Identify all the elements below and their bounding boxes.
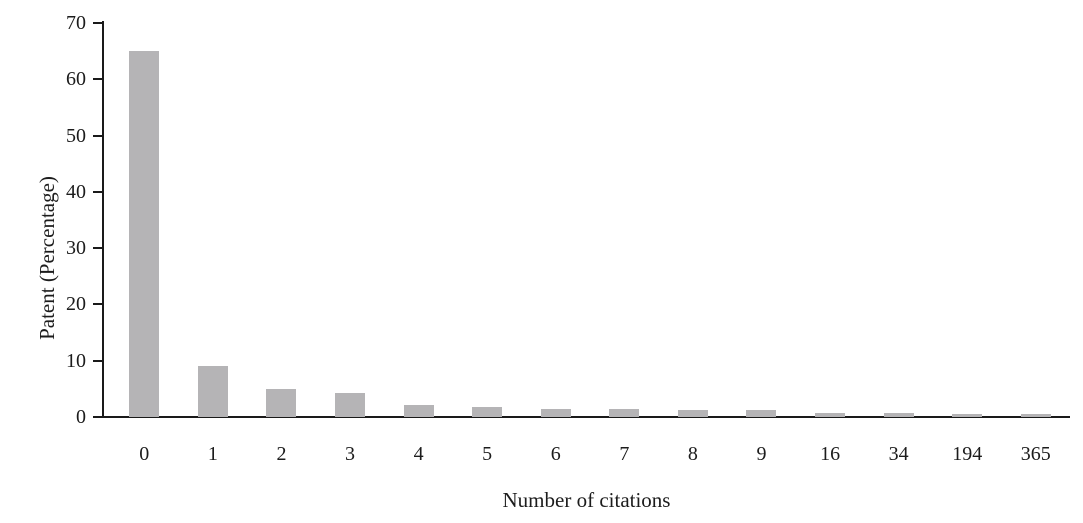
- bar-slot: [453, 23, 522, 417]
- bar-slot: [933, 23, 1002, 417]
- bar: [266, 388, 297, 417]
- bar: [335, 392, 366, 417]
- x-tick-label: 194: [952, 443, 983, 465]
- x-tick-label: 365: [1020, 443, 1051, 465]
- x-axis-title: Number of citations: [502, 488, 671, 512]
- bar: [883, 412, 914, 417]
- y-tick-label: 70: [66, 12, 86, 34]
- x-tick-label: 3: [345, 443, 356, 465]
- bar-slot: [727, 23, 796, 417]
- y-tick-label: 0: [76, 406, 86, 428]
- bar-slot: [110, 23, 179, 417]
- x-tick-label: 7: [619, 443, 630, 465]
- bar: [403, 404, 434, 417]
- bar: [472, 407, 503, 417]
- x-tick-label: 6: [550, 443, 561, 465]
- x-tick-label: 4: [413, 443, 424, 465]
- y-tick: [93, 359, 102, 362]
- x-tick-label: 8: [687, 443, 698, 465]
- bar: [1020, 414, 1051, 417]
- bar: [540, 409, 571, 417]
- bar: [197, 366, 228, 417]
- y-tick: [93, 190, 102, 193]
- bar-slot: [179, 23, 248, 417]
- y-tick-label: 40: [66, 180, 86, 203]
- bar-slot: [384, 23, 453, 417]
- bar-slot: [590, 23, 659, 417]
- bar: [129, 51, 160, 417]
- y-tick-label: 60: [66, 68, 86, 91]
- bar-slot: [1002, 23, 1071, 417]
- bar: [746, 410, 777, 417]
- x-axis-labels: 0 1 2 3 4 5 6 7 8 9 16 34 194 365: [110, 443, 1070, 465]
- y-tick: [93, 78, 102, 81]
- bar: [677, 410, 708, 417]
- x-tick-label: 16: [820, 443, 841, 465]
- x-axis-line: [102, 416, 1070, 418]
- x-tick-label: 34: [888, 443, 909, 465]
- x-tick-label: 1: [207, 443, 218, 465]
- y-tick-label: 20: [66, 293, 86, 316]
- bar: [609, 409, 640, 417]
- bar: [815, 412, 846, 417]
- bar-slot: [247, 23, 316, 417]
- y-tick: [93, 247, 102, 250]
- x-tick-label: 9: [756, 443, 767, 465]
- x-tick-label: 0: [139, 443, 150, 465]
- y-tick-label: 50: [66, 124, 86, 147]
- x-tick-label: 5: [482, 443, 493, 465]
- y-tick: [93, 416, 102, 418]
- y-tick-label: 30: [66, 237, 86, 260]
- bar-slot: [521, 23, 590, 417]
- y-axis-line: [102, 21, 104, 418]
- y-tick: [93, 22, 102, 24]
- x-tick-label: 2: [276, 443, 287, 465]
- y-tick: [93, 303, 102, 306]
- bar-slot: [864, 23, 933, 417]
- bar: [952, 414, 983, 417]
- bar-slot: [659, 23, 728, 417]
- bar-slot: [796, 23, 865, 417]
- y-tick-label: 10: [66, 349, 86, 372]
- y-tick: [93, 134, 102, 137]
- bars-container: [110, 23, 1070, 417]
- bar-slot: [316, 23, 385, 417]
